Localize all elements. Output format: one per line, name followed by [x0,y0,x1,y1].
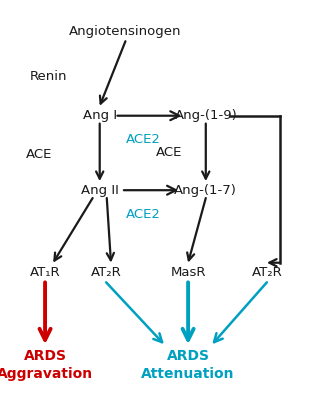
Text: Angiotensinogen: Angiotensinogen [69,25,182,38]
Text: ACE2: ACE2 [126,133,160,146]
Text: ARDS
Attenuation: ARDS Attenuation [141,349,235,380]
Text: MasR: MasR [170,266,206,279]
Text: Ang I: Ang I [83,109,117,122]
Text: ACE: ACE [26,148,52,162]
Text: Ang II: Ang II [81,184,119,197]
Text: ACE2: ACE2 [126,208,160,221]
Text: AT₁R: AT₁R [30,266,60,279]
Text: Renin: Renin [30,70,67,83]
Text: Ang-(1-9): Ang-(1-9) [174,109,237,122]
Text: ACE: ACE [155,146,182,160]
Text: AT₂R: AT₂R [91,266,121,279]
Text: ARDS
Aggravation: ARDS Aggravation [0,349,93,380]
Text: AT₂R: AT₂R [252,266,282,279]
Text: Ang-(1-7): Ang-(1-7) [174,184,237,197]
